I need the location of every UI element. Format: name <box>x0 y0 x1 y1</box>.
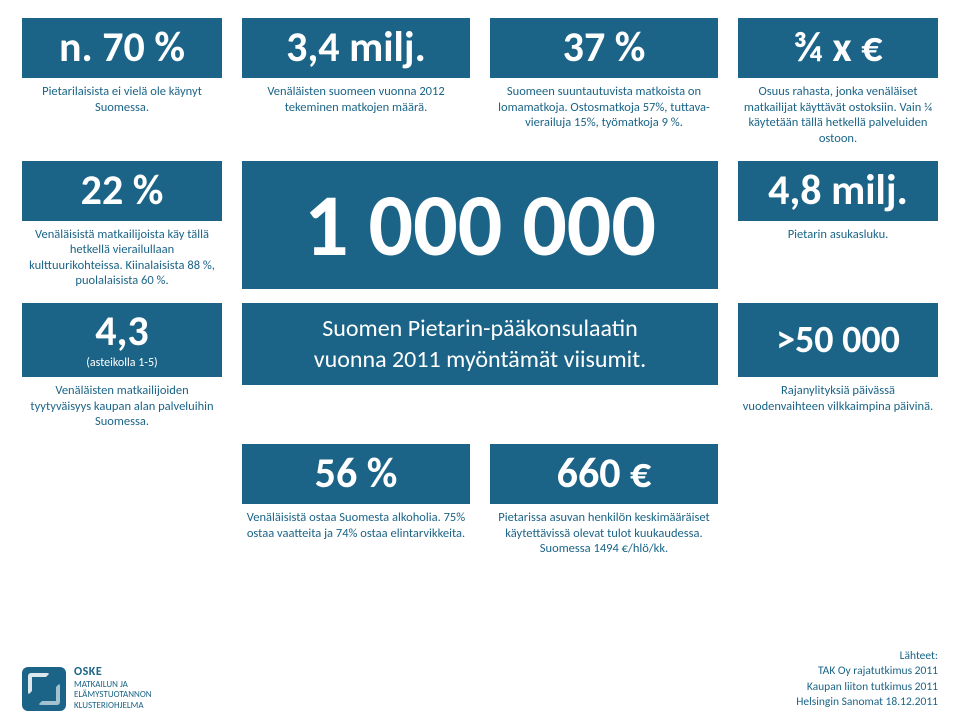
stat-caption: Venäläisistä matkailijoista käy tällä he… <box>22 227 222 290</box>
stat-tile-million: 1 000 000 <box>242 161 718 290</box>
consulate-line1: Suomen Pietarin-pääkonsulaatin <box>248 313 712 344</box>
stat-wide-text: Suomen Pietarin-pääkonsulaatin vuonna 20… <box>242 303 718 385</box>
stat-value-sub: (asteikolla 1-5) <box>86 357 157 369</box>
stat-caption: Venäläisistä ostaa Suomesta alkoholia. 7… <box>242 510 470 541</box>
row4-spacer-right <box>738 444 938 557</box>
sources-label: Lähteet: <box>796 649 938 665</box>
stat-tile-50000: >50 000 Rajanylityksiä päivässä vuodenva… <box>738 303 938 430</box>
stat-tile-70pct: n. 70 % Pietarilaisista ei vielä ole käy… <box>22 18 222 147</box>
stat-value: >50 000 <box>738 303 938 377</box>
stat-value: 37 % <box>490 18 718 78</box>
stat-value: 4,3 (asteikolla 1-5) <box>22 303 222 377</box>
infographic-grid: n. 70 % Pietarilaisista ei vielä ole käy… <box>22 18 938 557</box>
oske-logo: OSKE MATKAILUN JA ELÄMYSTUOTANNON KLUSTE… <box>22 666 152 711</box>
stat-tile-4-3: 4,3 (asteikolla 1-5) Venäläisten matkail… <box>22 303 222 430</box>
stat-value: 4,8 milj. <box>738 161 938 221</box>
source-line: Kaupan liiton tutkimus 2011 <box>796 680 938 696</box>
stat-value: 22 % <box>22 161 222 221</box>
stat-tile-56pct: 56 % Venäläisistä ostaa Suomesta alkohol… <box>242 444 470 557</box>
stat-value: n. 70 % <box>22 18 222 78</box>
stat-value: ¾ x € <box>738 18 938 78</box>
stat-caption: Pietarin asukasluku. <box>786 227 891 243</box>
oske-logo-icon <box>22 667 66 711</box>
consulate-line2: vuonna 2011 myöntämät viisumit. <box>248 344 712 375</box>
logo-brand: OSKE <box>74 666 152 680</box>
stat-value: 56 % <box>242 444 470 504</box>
stat-tile-consulate: Suomen Pietarin-pääkonsulaatin vuonna 20… <box>242 303 718 430</box>
stat-caption: Venäläisten suomeen vuonna 2012 tekemine… <box>242 84 470 115</box>
stat-tile-3-4milj: 3,4 milj. Venäläisten suomeen vuonna 201… <box>242 18 470 147</box>
stat-caption: Venäläisten matkailijoiden tyytyväisyys … <box>22 383 222 430</box>
stat-caption: Osuus rahasta, jonka venäläiset matkaili… <box>738 84 938 147</box>
stat-value: 1 000 000 <box>242 161 718 289</box>
stat-tile-4-8milj: 4,8 milj. Pietarin asukasluku. <box>738 161 938 290</box>
stat-caption: Suomeen suuntautuvista matkoista on loma… <box>490 84 718 131</box>
stat-tile-22pct: 22 % Venäläisistä matkailijoista käy täl… <box>22 161 222 290</box>
stat-tile-660eur: 660 € Pietarissa asuvan henkilön keskimä… <box>490 444 718 557</box>
sources-block: Lähteet: TAK Oy rajatutkimus 2011 Kaupan… <box>796 649 938 711</box>
stat-caption: Pietarilaisista ei vielä ole käynyt Suom… <box>22 84 222 115</box>
stat-tile-37pct: 37 % Suomeen suuntautuvista matkoista on… <box>490 18 718 147</box>
stat-tile-three-quarters: ¾ x € Osuus rahasta, jonka venäläiset ma… <box>738 18 938 147</box>
stat-value: 660 € <box>490 444 718 504</box>
source-line: TAK Oy rajatutkimus 2011 <box>796 664 938 680</box>
stat-caption: Rajanylityksiä päivässä vuodenvaihteen v… <box>738 383 938 414</box>
stat-caption: Pietarissa asuvan henkilön keskimääräise… <box>490 510 718 557</box>
stat-value: 3,4 milj. <box>242 18 470 78</box>
oske-logo-text-block: OSKE MATKAILUN JA ELÄMYSTUOTANNON KLUSTE… <box>74 666 152 711</box>
source-line: Helsingin Sanomat 18.12.2011 <box>796 695 938 711</box>
stat-value-number: 4,3 <box>95 311 148 353</box>
row4-spacer-left <box>22 444 222 557</box>
logo-sub3: KLUSTERIOHJELMA <box>74 701 152 711</box>
